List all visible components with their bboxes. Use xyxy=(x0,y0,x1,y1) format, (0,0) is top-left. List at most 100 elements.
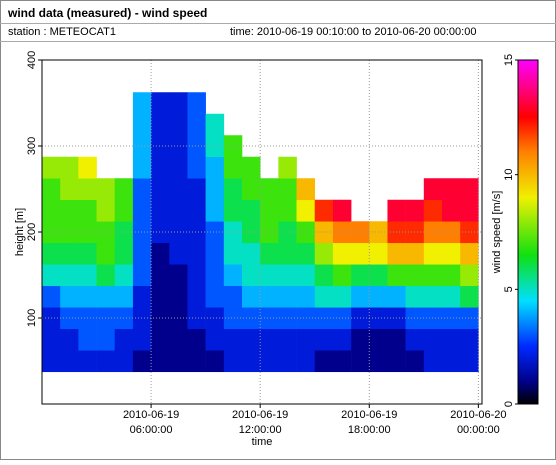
heat-cell xyxy=(296,350,316,373)
heat-cell xyxy=(60,264,79,287)
heat-cell xyxy=(187,199,206,222)
heat-cell xyxy=(151,350,170,373)
heat-cell xyxy=(60,285,79,308)
heat-cell xyxy=(60,242,79,265)
heat-cell xyxy=(187,221,206,244)
heat-cell xyxy=(242,264,261,287)
heat-cell xyxy=(369,328,388,351)
heat-cell xyxy=(205,199,225,222)
heat-cell xyxy=(205,264,225,287)
heat-cell xyxy=(223,285,243,308)
heat-cell xyxy=(460,350,479,373)
heat-cell xyxy=(423,221,443,244)
heat-cell xyxy=(169,92,188,115)
heat-cell xyxy=(132,199,152,222)
heat-cell xyxy=(442,242,461,265)
heat-cell xyxy=(132,178,152,201)
heat-cell xyxy=(187,178,206,201)
heat-cell xyxy=(132,328,152,351)
heat-cell xyxy=(96,328,116,351)
heat-cell xyxy=(42,264,61,287)
heat-cell xyxy=(114,350,134,373)
heat-cell xyxy=(60,328,79,351)
heat-cell xyxy=(132,135,152,158)
heat-cell xyxy=(42,328,61,351)
heat-cell xyxy=(96,285,116,308)
heat-cell xyxy=(460,285,479,308)
heat-cell xyxy=(423,264,443,287)
heat-cell xyxy=(405,285,425,308)
heat-cell xyxy=(242,199,261,222)
heat-cell xyxy=(242,221,261,244)
heat-cell xyxy=(205,113,225,136)
heat-cell xyxy=(296,285,316,308)
heat-cell xyxy=(205,328,225,351)
heat-cell xyxy=(460,328,479,351)
heat-cell xyxy=(60,350,79,373)
heat-cell xyxy=(151,135,170,158)
heat-cell xyxy=(332,328,352,351)
heat-cell xyxy=(442,307,461,330)
heat-cell xyxy=(405,350,425,373)
heat-cell xyxy=(151,178,170,201)
heat-cell xyxy=(169,156,188,179)
heat-cell xyxy=(169,307,188,330)
time-range-label: time: 2010-06-19 00:10:00 to 2010-06-20 … xyxy=(230,26,476,38)
heat-cell xyxy=(242,307,261,330)
heat-cell xyxy=(405,199,425,222)
heat-cell xyxy=(387,242,406,265)
heat-cell xyxy=(169,242,188,265)
heat-cell xyxy=(260,221,279,244)
heat-cell xyxy=(423,199,443,222)
heat-cell xyxy=(442,285,461,308)
heat-cell xyxy=(423,242,443,265)
heat-cell xyxy=(405,264,425,287)
heat-cell xyxy=(205,221,225,244)
heat-cell xyxy=(223,199,243,222)
heat-cell xyxy=(78,350,97,373)
heat-cell xyxy=(169,135,188,158)
heat-cell xyxy=(278,156,297,179)
heat-cell xyxy=(460,199,479,222)
heat-cell xyxy=(387,285,406,308)
heat-cell xyxy=(369,264,388,287)
x-tick-label: 2010-06-19 xyxy=(123,409,179,421)
axes: 1002003004002010-06-1906:00:002010-06-19… xyxy=(26,51,539,436)
heat-cell xyxy=(223,328,243,351)
heat-cell xyxy=(332,199,352,222)
heat-cell xyxy=(187,328,206,351)
heat-cell xyxy=(351,264,370,287)
heat-cell xyxy=(151,199,170,222)
heat-cell xyxy=(278,242,297,265)
heat-cell xyxy=(78,242,97,265)
heat-cell xyxy=(314,199,334,222)
heat-cell xyxy=(223,178,243,201)
heat-cell xyxy=(187,92,206,115)
station-label: station : METEOCAT1 xyxy=(8,26,116,38)
heat-cell xyxy=(42,199,61,222)
heat-cell xyxy=(296,307,316,330)
chart-title: wind data (measured) - wind speed xyxy=(7,6,207,20)
colorbar-tick-label: 15 xyxy=(503,54,515,66)
heat-cell xyxy=(151,242,170,265)
heat-cell xyxy=(351,285,370,308)
heat-cell xyxy=(278,328,297,351)
heat-cell xyxy=(96,178,116,201)
heat-cell xyxy=(96,242,116,265)
heat-cell xyxy=(278,199,297,222)
heat-cell xyxy=(187,113,206,136)
y-axis-label: height [m] xyxy=(14,208,26,256)
heat-cell xyxy=(205,307,225,330)
x-tick-label: 12:00:00 xyxy=(239,424,282,436)
heat-cell xyxy=(187,307,206,330)
heat-cell xyxy=(151,221,170,244)
heat-cell xyxy=(314,242,334,265)
heat-cell xyxy=(260,264,279,287)
heat-cell xyxy=(442,264,461,287)
heat-cell xyxy=(423,178,443,201)
heat-cell xyxy=(60,156,79,179)
heat-cell xyxy=(96,199,116,222)
heat-cell xyxy=(278,350,297,373)
heat-cell xyxy=(442,199,461,222)
heat-cell xyxy=(114,264,134,287)
